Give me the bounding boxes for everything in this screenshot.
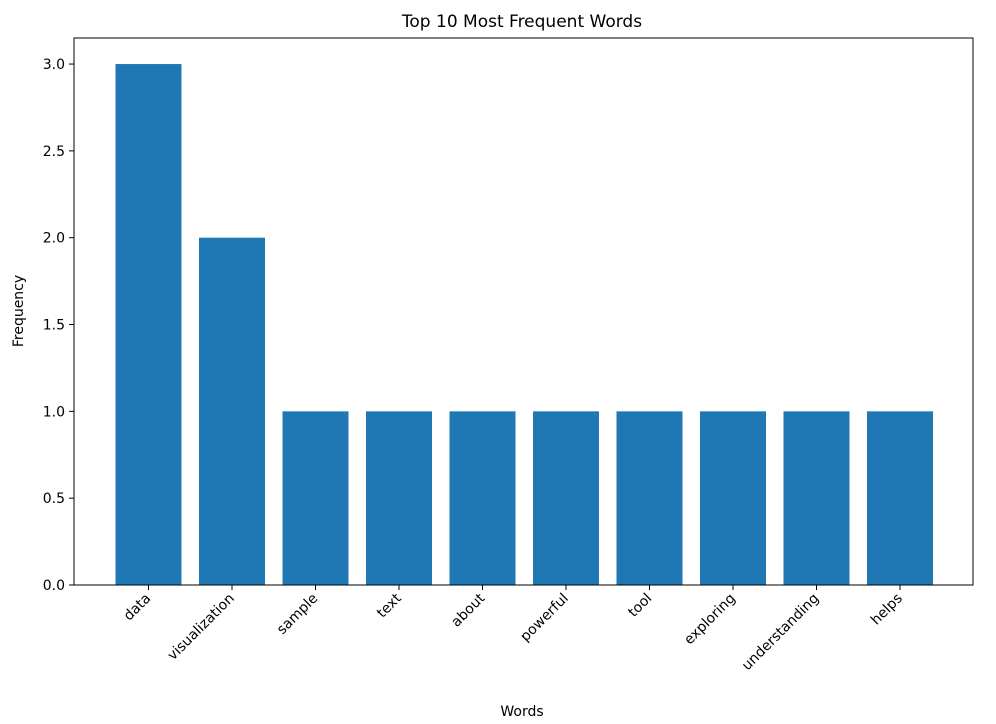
plot-area-frame [73,37,974,586]
y-tick-label: 0.0 [43,578,65,594]
x-axis-label: Words [500,704,543,720]
bar-tool [616,411,683,585]
chart-title: Top 10 Most Frequent Words [401,12,642,32]
x-tick-label: exploring [681,591,739,649]
y-tick-label: 0.5 [43,491,65,507]
bar-exploring [700,411,766,585]
bar-sample [282,411,349,585]
bars-group [115,64,933,586]
x-tick-label: sample [274,591,321,638]
y-axis: 0.0 0.5 1.0 1.5 2.0 2.5 3.0 [43,57,74,594]
x-tick-label: text [374,590,405,621]
x-tick-label: visualization [165,591,238,664]
x-tick-label: understanding [739,591,822,674]
bar-visualization [199,237,265,585]
bar-data [115,64,182,586]
bar-powerful [533,411,599,585]
x-tick-label: data [121,591,155,625]
x-tick-label: powerful [517,591,571,645]
bar-text [366,411,432,585]
bar-understanding [783,411,850,585]
x-axis: data visualization sample text about powerful… [121,585,906,674]
y-tick-label: 2.5 [43,144,65,160]
x-tick-label: about [448,590,488,630]
bar-helps [867,411,933,585]
y-tick-label: 1.0 [43,404,65,420]
y-tick-label: 2.0 [43,231,65,247]
y-tick-label: 3.0 [43,57,65,73]
bar-about [449,411,516,585]
x-tick-label: helps [868,591,906,629]
y-tick-label: 1.5 [43,318,65,334]
y-axis-label: Frequency [11,275,27,347]
x-tick-label: tool [625,591,655,621]
